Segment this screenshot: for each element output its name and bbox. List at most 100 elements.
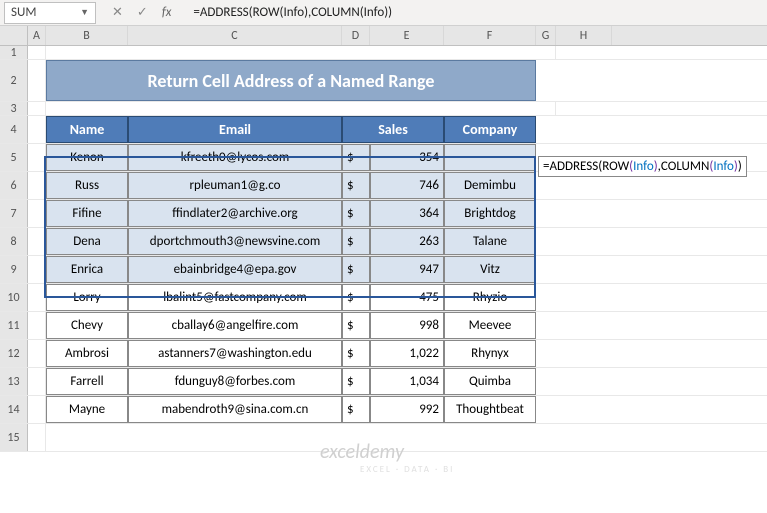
cell-name[interactable]: Farrell — [46, 368, 128, 395]
row-header[interactable]: 14 — [0, 396, 28, 423]
cell-email[interactable]: rpleuman1@g.co — [128, 172, 342, 199]
cell[interactable] — [28, 228, 46, 255]
row-header[interactable]: 12 — [0, 340, 28, 367]
cell-name[interactable]: Ambrosi — [46, 340, 128, 367]
cell-sales[interactable]: 364 — [370, 200, 444, 227]
cell-name[interactable]: Chevy — [46, 312, 128, 339]
cell-email[interactable]: ffindlater2@archive.org — [128, 200, 342, 227]
fx-icon[interactable]: fx — [162, 5, 176, 20]
cell[interactable] — [28, 144, 46, 171]
row-header-1[interactable]: 1 — [0, 46, 28, 59]
cell-sales[interactable]: 475 — [370, 284, 444, 311]
cell-company[interactable] — [444, 144, 536, 171]
cell[interactable] — [28, 116, 46, 143]
cell-currency[interactable]: $ — [342, 340, 370, 367]
row-header[interactable]: 8 — [0, 228, 28, 255]
cell-company[interactable]: Vitz — [444, 256, 536, 283]
cell-email[interactable]: fdunguy8@forbes.com — [128, 368, 342, 395]
cell[interactable] — [28, 200, 46, 227]
cell-company[interactable]: Rhyzio — [444, 284, 536, 311]
cell-currency[interactable]: $ — [342, 396, 370, 423]
cell[interactable] — [28, 424, 46, 451]
row-header[interactable]: 9 — [0, 256, 28, 283]
cancel-icon[interactable]: ✕ — [112, 5, 123, 20]
cell-company[interactable]: Brightdog — [444, 200, 536, 227]
cell-email[interactable]: lbalint5@fastcompany.com — [128, 284, 342, 311]
cell-sales[interactable]: 1,034 — [370, 368, 444, 395]
cell-company[interactable]: Rhynyx — [444, 340, 536, 367]
cell-currency[interactable]: $ — [342, 172, 370, 199]
cell-currency[interactable]: $ — [342, 256, 370, 283]
cell[interactable] — [28, 102, 46, 115]
cell-currency[interactable]: $ — [342, 200, 370, 227]
chevron-down-icon[interactable]: ▼ — [80, 7, 89, 18]
cell-sales[interactable]: 746 — [370, 172, 444, 199]
row-header[interactable]: 10 — [0, 284, 28, 311]
cell-sales[interactable]: 1,022 — [370, 340, 444, 367]
formula-bar-input[interactable]: =ADDRESS(ROW(Info),COLUMN(Info)) — [187, 5, 767, 20]
cell-email[interactable]: mabendroth9@sina.com.cn — [128, 396, 342, 423]
cell-currency[interactable]: $ — [342, 368, 370, 395]
cell[interactable] — [28, 312, 46, 339]
cell-email[interactable]: dportchmouth3@newsvine.com — [128, 228, 342, 255]
cell-sales[interactable]: 992 — [370, 396, 444, 423]
header-sales[interactable]: Sales — [342, 116, 444, 143]
cell[interactable] — [28, 340, 46, 367]
cell-currency[interactable]: $ — [342, 312, 370, 339]
cell-name[interactable]: Enrica — [46, 256, 128, 283]
cell-company[interactable]: Demimbu — [444, 172, 536, 199]
header-company[interactable]: Company — [444, 116, 536, 143]
cell-name[interactable]: Lorry — [46, 284, 128, 311]
cell-email[interactable]: ebainbridge4@epa.gov — [128, 256, 342, 283]
cell-company[interactable]: Meevee — [444, 312, 536, 339]
col-header-G[interactable]: G — [536, 26, 556, 45]
cell-name[interactable]: Dena — [46, 228, 128, 255]
row-header[interactable]: 5 — [0, 144, 28, 171]
name-box[interactable]: SUM ▼ — [4, 2, 96, 24]
header-name[interactable]: Name — [46, 116, 128, 143]
cell[interactable] — [28, 256, 46, 283]
cell-name[interactable]: Fifine — [46, 200, 128, 227]
cell-sales[interactable]: 354 — [370, 144, 444, 171]
col-header-A[interactable]: A — [28, 26, 46, 45]
header-email[interactable]: Email — [128, 116, 342, 143]
row-header[interactable]: 6 — [0, 172, 28, 199]
cell-email[interactable]: kfreeth0@lycos.com — [128, 144, 342, 171]
col-header-H[interactable]: H — [556, 26, 612, 45]
row-header[interactable]: 13 — [0, 368, 28, 395]
cell-company[interactable]: Quimba — [444, 368, 536, 395]
cell[interactable] — [28, 284, 46, 311]
col-header-C[interactable]: C — [128, 26, 342, 45]
cell-name[interactable]: Mayne — [46, 396, 128, 423]
row-header-4[interactable]: 4 — [0, 116, 28, 143]
col-header-E[interactable]: E — [370, 26, 444, 45]
col-header-F[interactable]: F — [444, 26, 536, 45]
cell-name[interactable]: Kenon — [46, 144, 128, 171]
cell[interactable] — [28, 368, 46, 395]
row-header[interactable]: 7 — [0, 200, 28, 227]
cell[interactable] — [46, 102, 556, 115]
row-header[interactable]: 11 — [0, 312, 28, 339]
cell-sales[interactable]: 263 — [370, 228, 444, 255]
cell-sales[interactable]: 947 — [370, 256, 444, 283]
enter-icon[interactable]: ✓ — [137, 5, 148, 20]
row-header-2[interactable]: 2 — [0, 60, 28, 101]
row-header-3[interactable]: 3 — [0, 102, 28, 115]
cell-email[interactable]: cballay6@angelfire.com — [128, 312, 342, 339]
cell-currency[interactable]: $ — [342, 284, 370, 311]
cell[interactable] — [28, 46, 46, 59]
select-all-corner[interactable] — [0, 26, 28, 45]
cell-currency[interactable]: $ — [342, 144, 370, 171]
col-header-D[interactable]: D — [342, 26, 370, 45]
cell[interactable] — [28, 172, 46, 199]
cell-currency[interactable]: $ — [342, 228, 370, 255]
cell-name[interactable]: Russ — [46, 172, 128, 199]
cell-sales[interactable]: 998 — [370, 312, 444, 339]
cell[interactable] — [28, 60, 46, 101]
cell-company[interactable]: Talane — [444, 228, 536, 255]
cell-company[interactable]: Thoughtbeat — [444, 396, 536, 423]
row-header-15[interactable]: 15 — [0, 424, 28, 451]
col-header-B[interactable]: B — [46, 26, 128, 45]
cell[interactable] — [46, 46, 556, 59]
active-cell-editor[interactable]: =ADDRESS(ROW(Info),COLUMN(Info)) — [538, 156, 747, 177]
